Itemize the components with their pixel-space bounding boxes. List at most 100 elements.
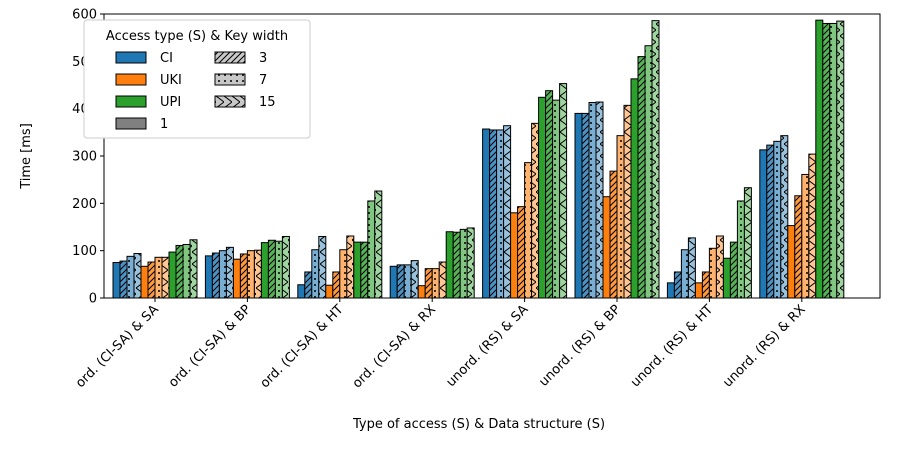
- bar-upi-kw1: [260, 242, 269, 299]
- bar-ci-kw3-hatch: [766, 145, 774, 298]
- bar-uki-kw7-hatch: [709, 248, 717, 298]
- bar-uki-kw1: [694, 282, 703, 299]
- legend-label-kw3: 3: [259, 51, 267, 66]
- bar-uki-kw3-hatch: [610, 171, 617, 298]
- bar-ci-kw3-hatch: [489, 129, 497, 298]
- bar-uki-kw1: [232, 258, 241, 299]
- x-axis-label: Type of access (S) & Data structure (S): [352, 417, 605, 432]
- bar-upi-kw1: [722, 257, 731, 299]
- legend-swatch-kw7: [215, 74, 245, 85]
- legend-title: Access type (S) & Key width: [106, 29, 288, 44]
- bar-ci-kw3-hatch: [304, 271, 312, 298]
- bar-upi-kw15-hatch: [836, 21, 844, 298]
- x-tick-label: ord. (CI-SA) & BP: [166, 302, 254, 390]
- y-tick-label: 200: [72, 197, 97, 212]
- bar-upi-kw3-hatch: [730, 242, 738, 298]
- x-tick-label: unord. (RS) & SA: [444, 302, 532, 390]
- bar-ci-kw15-hatch: [411, 260, 419, 298]
- bar-upi-kw15-hatch: [559, 83, 567, 298]
- bar-uki-kw15-hatch: [531, 123, 539, 298]
- y-tick-label: 300: [72, 150, 97, 165]
- bar-upi-kw7-hatch: [552, 100, 560, 298]
- x-tick-label: ord. (CI-SA) & HT: [258, 302, 347, 391]
- y-tick-label: 600: [72, 8, 97, 23]
- bar-upi-kw7-hatch: [367, 200, 375, 298]
- bar-upi-kw1: [445, 231, 454, 299]
- legend-swatch-1: [115, 117, 147, 130]
- bar-upi-kw3-hatch: [545, 90, 553, 299]
- legend-frame: [83, 19, 311, 139]
- bar-uki-kw1: [787, 225, 796, 299]
- bar-uki-kw1: [602, 196, 611, 299]
- bar-ci-kw15-hatch: [688, 237, 696, 298]
- bar-upi-kw15-hatch: [467, 227, 475, 298]
- bar-upi-kw1: [168, 251, 177, 299]
- bar-upi-kw15-hatch: [374, 191, 382, 298]
- bar-uki-kw15-hatch: [624, 105, 631, 298]
- legend-label-kw15: 15: [259, 95, 276, 110]
- bar-ci-kw1: [482, 128, 491, 299]
- bar-uki-kw3-hatch: [517, 206, 525, 298]
- bar-uki-kw3-hatch: [148, 262, 155, 298]
- bar-upi-kw3-hatch: [176, 245, 183, 298]
- bar-uki-kw7-hatch: [617, 135, 624, 298]
- legend-swatch-uki: [115, 73, 147, 86]
- bar-uki-kw3-hatch: [702, 271, 710, 298]
- bar-uki-kw15-hatch: [716, 235, 724, 298]
- bar-uki-kw3-hatch: [794, 195, 802, 298]
- bar-upi-kw7-hatch: [183, 244, 190, 298]
- bar-uki-kw15-hatch: [254, 250, 262, 298]
- bar-uki-kw7-hatch: [247, 250, 255, 298]
- bar-upi-kw7-hatch: [460, 229, 468, 298]
- bar-uki-kw15-hatch: [346, 235, 354, 298]
- legend-label-kw7: 7: [259, 73, 267, 88]
- bar-upi-kw3-hatch: [453, 232, 461, 298]
- bar-ci-kw3-hatch: [674, 271, 682, 298]
- bar-uki-kw3-hatch: [332, 271, 340, 298]
- y-axis-label: Time [ms]: [19, 123, 34, 190]
- legend-swatch-ci: [115, 51, 147, 64]
- x-tick-label: unord. (RS) & RX: [720, 302, 808, 390]
- bar-uki-kw7-hatch: [339, 249, 347, 298]
- bar-upi-kw1: [630, 78, 639, 299]
- bar-uki-kw15-hatch: [808, 154, 816, 298]
- bar-upi-kw7-hatch: [737, 200, 745, 298]
- bar-upi-kw3-hatch: [638, 56, 645, 298]
- bar-ci-kw7-hatch: [311, 249, 319, 298]
- bar-uki-kw1: [325, 284, 334, 299]
- x-axis: ord. (CI-SA) & SA ord. (CI-SA) & BP ord. (…: [73, 298, 809, 391]
- bar-ci-kw1: [759, 149, 768, 299]
- bar-ci-kw7-hatch: [589, 102, 596, 298]
- bar-ci-kw1: [574, 112, 583, 299]
- legend-label-1: 1: [160, 117, 168, 132]
- bar-uki-kw3-hatch: [425, 268, 433, 298]
- bar-ci-kw1: [112, 262, 121, 299]
- bar-upi-kw7-hatch: [275, 241, 283, 298]
- bar-ci-kw7-hatch: [773, 141, 781, 298]
- legend-label-uki: UKI: [160, 73, 182, 88]
- bar-ci-kw7-hatch: [219, 250, 227, 298]
- bar-upi-kw15-hatch: [744, 187, 752, 298]
- bar-upi-kw1: [815, 19, 824, 299]
- bar-ci-kw7-hatch: [127, 256, 134, 298]
- x-tick-label: unord. (RS) & HT: [628, 302, 716, 390]
- bar-upi-kw15-hatch: [190, 239, 197, 298]
- bar-ci-kw7-hatch: [681, 249, 689, 298]
- y-tick-label: 100: [72, 244, 97, 259]
- bar-ci-kw1: [204, 255, 213, 299]
- y-tick-label: 0: [89, 292, 97, 307]
- bar-upi-kw1: [353, 241, 362, 299]
- bar-uki-kw15-hatch: [439, 262, 447, 298]
- bar-ci-kw1: [389, 265, 398, 299]
- bar-ci-kw15-hatch: [780, 135, 788, 298]
- x-tick-label: ord. (CI-SA) & SA: [73, 302, 162, 391]
- bar-ci-kw3-hatch: [397, 264, 405, 298]
- x-tick-label: ord. (CI-SA) & RX: [350, 302, 439, 391]
- bar-upi-kw3-hatch: [822, 23, 830, 298]
- bar-upi-kw3-hatch: [268, 240, 276, 298]
- legend-label-upi: UPI: [160, 95, 181, 110]
- bar-ci-kw3-hatch: [582, 113, 589, 299]
- bar-uki-kw1: [140, 265, 149, 299]
- legend: Access type (S) & Key width CIUKIUPI1371…: [83, 19, 311, 139]
